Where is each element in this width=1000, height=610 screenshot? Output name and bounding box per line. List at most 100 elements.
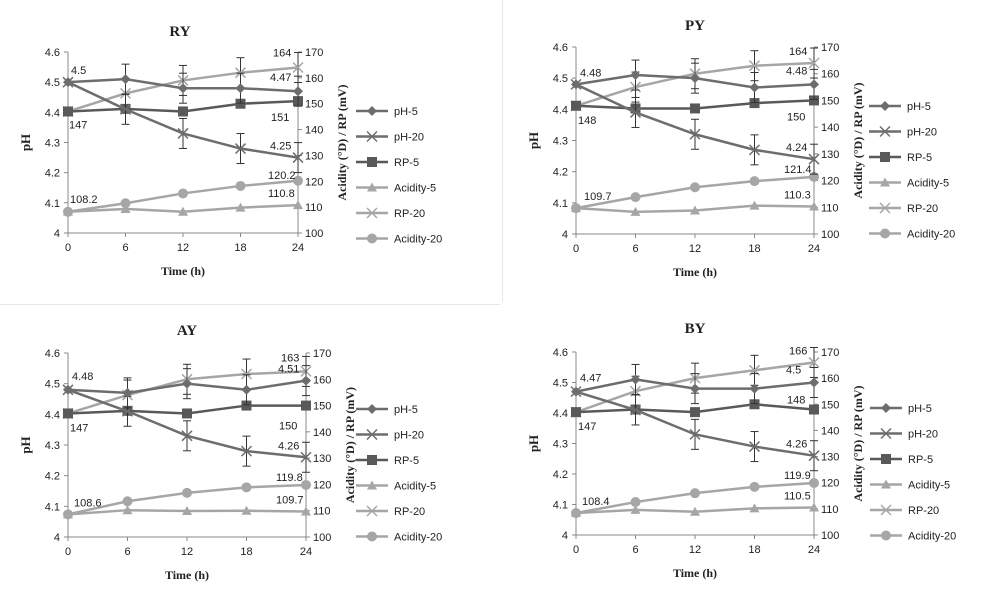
data-point-ph-20-stroke-b bbox=[240, 445, 253, 457]
series-acidity-20 bbox=[571, 171, 819, 214]
data-point-acidity-20 bbox=[293, 175, 303, 186]
series-ph-5 bbox=[571, 59, 819, 104]
data-point-ph-20-stroke-b bbox=[748, 441, 761, 453]
data-point-rp-5 bbox=[241, 400, 252, 411]
y-tick-right-label: 120 bbox=[305, 176, 323, 188]
y-tick-right-label: 120 bbox=[821, 478, 839, 490]
data-point-rp-20 bbox=[292, 61, 304, 74]
y-tick-right-label: 160 bbox=[821, 373, 839, 385]
legend-label: Acidity-5 bbox=[908, 480, 950, 492]
data-label: 4.48 bbox=[786, 65, 807, 77]
y-tick-left-label: 4.5 bbox=[45, 379, 60, 391]
legend-marker-ph-20-stroke-b bbox=[366, 130, 378, 143]
data-point-ph-20 bbox=[234, 143, 247, 155]
x-tick-label: 12 bbox=[689, 243, 701, 255]
y-tick-right-label: 150 bbox=[305, 99, 323, 111]
legend-marker-ph-20 bbox=[366, 130, 378, 143]
data-point-ph-5 bbox=[690, 73, 700, 84]
data-point-ph-20 bbox=[629, 404, 642, 416]
legend-label: pH-20 bbox=[907, 127, 937, 139]
data-point-ph-5 bbox=[749, 82, 760, 93]
data-label: 120.2 bbox=[268, 170, 296, 182]
data-point-rp-5 bbox=[182, 408, 192, 419]
data-point-rp-20 bbox=[234, 67, 247, 79]
data-point-ph-20 bbox=[689, 428, 701, 440]
x-tick-label: 18 bbox=[748, 243, 760, 255]
legend-label: Acidity-5 bbox=[394, 481, 436, 493]
data-point-ph-5 bbox=[571, 386, 581, 397]
data-point-rp-20 bbox=[808, 356, 820, 368]
series-ph-5 bbox=[63, 63, 303, 107]
y-tick-right-label: 100 bbox=[821, 229, 839, 241]
y-tick-left-label: 4.2 bbox=[553, 167, 568, 179]
data-point-rp-5 bbox=[571, 100, 581, 111]
data-label: 108.4 bbox=[582, 496, 610, 508]
data-point-acidity-20 bbox=[571, 203, 581, 214]
x-axis-label: Time (h) bbox=[673, 265, 717, 279]
data-point-ph-20 bbox=[300, 451, 312, 463]
data-point-acidity-20 bbox=[120, 198, 131, 209]
x-tick-label: 18 bbox=[234, 242, 246, 254]
legend-marker-ph-5 bbox=[880, 101, 890, 111]
legend-marker-ph-20 bbox=[879, 125, 891, 138]
data-point-ph-20 bbox=[292, 152, 304, 164]
legend-marker-ph-20-stroke-b bbox=[366, 428, 378, 441]
x-tick-label: 0 bbox=[573, 544, 579, 556]
y-tick-left-label: 4 bbox=[54, 532, 60, 544]
data-point-acidity-5 bbox=[182, 505, 192, 515]
data-point-ph-5 bbox=[809, 377, 819, 388]
data-point-acidity-5 bbox=[690, 506, 700, 516]
data-label: 150 bbox=[787, 111, 805, 123]
data-point-rp-5 bbox=[301, 400, 311, 411]
x-tick-label: 0 bbox=[65, 242, 71, 254]
data-point-rp-5 bbox=[749, 98, 760, 109]
data-point-ph-20 bbox=[808, 153, 820, 165]
data-point-acidity-5 bbox=[293, 200, 303, 210]
y-tick-left-label: 4.6 bbox=[553, 42, 568, 54]
chart-svg-ry: RY44.14.24.34.44.54.61001101201301401501… bbox=[18, 24, 442, 278]
y-tick-left-label: 4.5 bbox=[553, 73, 568, 85]
y-tick-right-label: 110 bbox=[821, 504, 839, 516]
chart-panel-ry: RY 4 4.1 4.2 4.3 4.4 4.5 4.6 100 110 120 130 140 150 1… bbox=[0, 0, 500, 305]
data-point-acidity-5 bbox=[749, 503, 760, 513]
data-label: 110.3 bbox=[784, 189, 811, 201]
legend-label: RP-20 bbox=[908, 505, 939, 517]
data-point-acidity-20 bbox=[749, 481, 760, 492]
data-point-acidity-20 bbox=[690, 182, 700, 193]
data-point-ph-20-stroke-b bbox=[181, 430, 193, 442]
data-point-ph-20-stroke-b bbox=[292, 152, 304, 164]
data-point-ph-20-stroke-b bbox=[119, 103, 132, 115]
data-point-acidity-5 bbox=[241, 505, 252, 515]
y-tick-left-label: 4.5 bbox=[45, 77, 60, 89]
legend-label: RP-20 bbox=[907, 203, 938, 215]
legend-marker-rp-20-stroke-b bbox=[879, 202, 891, 214]
y-axis-label-right: Acidity (°D) / RP (mV) bbox=[343, 387, 357, 503]
x-tick-label: 12 bbox=[181, 546, 193, 558]
data-label: 164 bbox=[789, 46, 807, 58]
y-tick-right-label: 170 bbox=[305, 47, 323, 59]
data-point-ph-20-stroke-b bbox=[629, 106, 642, 118]
y-tick-left-label: 4 bbox=[54, 228, 60, 240]
data-point-acidity-20 bbox=[241, 482, 252, 493]
data-point-ph-20-stroke-b bbox=[629, 404, 642, 416]
legend-label: Acidity-20 bbox=[907, 229, 955, 241]
x-tick-label: 0 bbox=[65, 546, 71, 558]
data-point-acidity-20 bbox=[690, 488, 700, 499]
data-label: 4.48 bbox=[580, 67, 601, 79]
data-point-ph-20-stroke-b bbox=[300, 451, 312, 463]
x-tick-label: 6 bbox=[124, 546, 130, 558]
data-label: 164 bbox=[273, 48, 291, 60]
y-tick-right-label: 150 bbox=[313, 401, 331, 413]
data-point-acidity-20 bbox=[63, 509, 73, 520]
legend-marker-ph-5 bbox=[367, 106, 377, 116]
y-tick-left-label: 4.5 bbox=[553, 378, 568, 390]
legend-label: RP-5 bbox=[394, 157, 419, 169]
data-point-ph-5 bbox=[630, 374, 641, 385]
legend-marker-rp-20 bbox=[879, 202, 891, 214]
legend-label: pH-5 bbox=[907, 101, 931, 113]
y-tick-left-label: 4.2 bbox=[45, 471, 60, 483]
chart-panel-ay: AY 4 4.1 4.2 4.3 4.4 4.5 4.6 100 110 120 130 140 150 1… bbox=[0, 305, 500, 610]
data-label: 4.24 bbox=[786, 142, 807, 154]
data-label: 147 bbox=[70, 422, 88, 434]
y-tick-right-label: 110 bbox=[821, 202, 839, 214]
